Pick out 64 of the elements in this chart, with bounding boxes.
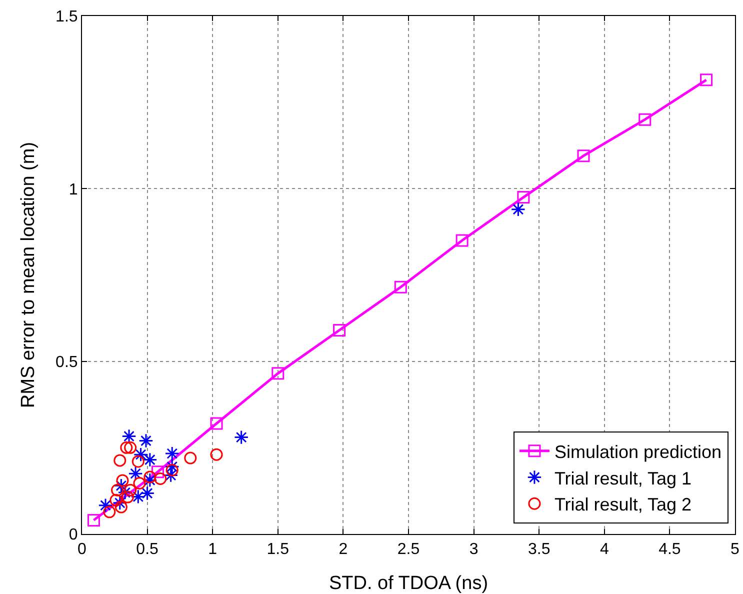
point bbox=[122, 428, 136, 444]
point bbox=[272, 367, 284, 380]
x-tick-label: 2.5 bbox=[397, 541, 420, 558]
point bbox=[234, 430, 249, 445]
point bbox=[112, 496, 128, 510]
point bbox=[510, 202, 526, 217]
x-tick-label: 3 bbox=[469, 541, 478, 558]
point bbox=[114, 478, 129, 493]
point bbox=[394, 280, 407, 294]
point bbox=[164, 446, 180, 461]
point bbox=[110, 494, 122, 506]
point bbox=[111, 484, 124, 496]
y-tick-label: 1 bbox=[68, 181, 78, 198]
point bbox=[142, 452, 158, 468]
legend-label: Simulation prediction bbox=[554, 442, 722, 462]
point bbox=[163, 468, 178, 483]
x-tick-label: 4 bbox=[600, 541, 609, 558]
point bbox=[114, 454, 126, 467]
point bbox=[210, 448, 223, 461]
point bbox=[700, 74, 713, 86]
y-axis-title: RMS error to mean location (m) bbox=[18, 142, 39, 408]
legend-label: Trial result, Tag 2 bbox=[554, 494, 692, 515]
point bbox=[456, 234, 468, 247]
point bbox=[210, 417, 223, 430]
point bbox=[152, 466, 164, 478]
x-axis-title: STD. of TDOA (ns) bbox=[328, 573, 488, 594]
point bbox=[166, 464, 178, 476]
x-tick-label: 4.5 bbox=[658, 541, 681, 558]
point bbox=[121, 490, 134, 504]
point bbox=[144, 470, 156, 484]
point bbox=[184, 452, 197, 464]
point bbox=[517, 191, 530, 204]
point bbox=[88, 514, 100, 526]
point bbox=[118, 485, 132, 500]
point bbox=[116, 474, 129, 487]
point bbox=[128, 466, 143, 481]
point bbox=[133, 476, 146, 490]
point bbox=[138, 433, 154, 448]
x-tick-label: 0.5 bbox=[136, 541, 159, 558]
point bbox=[124, 441, 137, 454]
x-tick-label: 5 bbox=[730, 541, 740, 558]
y-tick-label: 0.5 bbox=[56, 354, 78, 371]
point bbox=[124, 484, 137, 496]
point bbox=[103, 506, 116, 518]
point bbox=[120, 441, 133, 454]
point bbox=[114, 500, 128, 514]
point bbox=[164, 459, 180, 474]
point bbox=[130, 489, 146, 504]
point bbox=[142, 472, 158, 488]
point bbox=[333, 324, 346, 336]
point bbox=[98, 498, 113, 513]
point bbox=[154, 472, 167, 485]
legend-label: Trial result, Tag 1 bbox=[554, 468, 692, 488]
point bbox=[638, 113, 652, 126]
x-tick-label: 3.5 bbox=[528, 541, 550, 558]
x-tick-label: 1 bbox=[208, 541, 218, 558]
point bbox=[133, 447, 148, 462]
point bbox=[577, 150, 590, 162]
point bbox=[140, 486, 155, 501]
y-tick-label: 1.5 bbox=[56, 8, 78, 26]
point bbox=[132, 455, 144, 468]
x-tick-label: 2 bbox=[338, 541, 348, 558]
y-tick-label: 0 bbox=[68, 526, 78, 544]
x-tick-label: 1.5 bbox=[266, 541, 290, 558]
